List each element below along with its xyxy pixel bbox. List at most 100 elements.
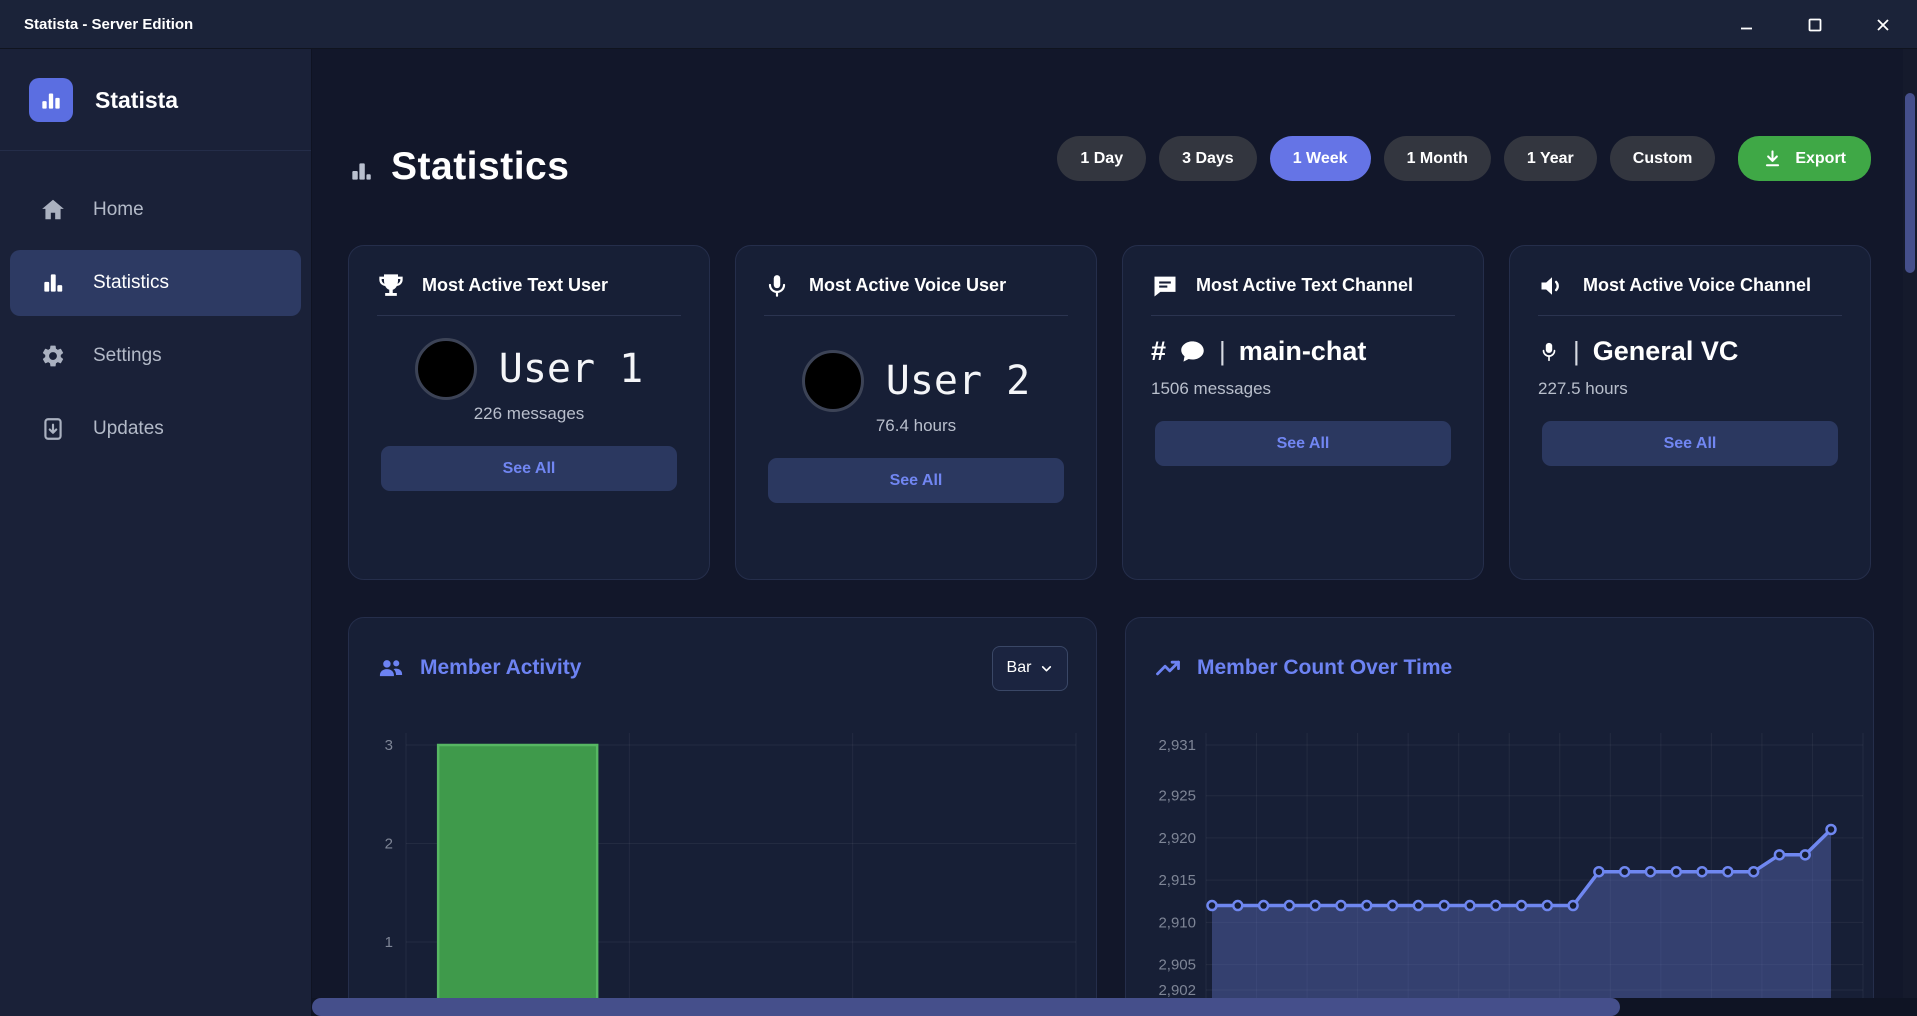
page-title-text: Statistics [391,145,570,188]
sidebar: Statista Home Statistics Settings Update [0,49,312,1016]
maximize-button[interactable] [1803,13,1827,37]
window-title: Statista - Server Edition [24,15,194,33]
svg-text:1: 1 [385,934,393,951]
member-count-line-chart: 2,931 2,925 2,920 2,915 2,910 2,905 2,902 [1158,733,1864,1016]
card-most-active-text-channel: Most Active Text Channel # | main-chat 1… [1122,245,1484,580]
filter-1-year[interactable]: 1 Year [1503,136,1597,181]
chevron-down-icon [1042,665,1052,671]
chart-title: Member Activity [420,656,582,679]
horizontal-scrollbar-thumb[interactable] [312,998,1620,1016]
card-divider [764,315,1068,316]
card-divider [377,315,681,316]
svg-text:2,905: 2,905 [1158,957,1196,974]
export-button[interactable]: Export [1738,136,1871,181]
hash-prefix: # [1151,336,1167,366]
see-all-button[interactable]: See All [1542,421,1838,466]
avatar [801,350,864,412]
bar-chart-icon [348,158,374,184]
separator: | [1573,336,1580,366]
svg-text:2,920: 2,920 [1158,830,1196,847]
vertical-scrollbar-thumb[interactable] [1905,93,1915,273]
user-row: User 2 [764,350,1068,412]
window-controls [1735,0,1895,49]
card-title: Most Active Voice Channel [1583,275,1812,296]
card-header: Most Active Voice Channel [1538,272,1842,300]
speech-balloon-icon [1179,338,1206,365]
channel-row: | General VC [1538,336,1842,367]
sidebar-item-label: Home [93,199,144,220]
download-icon [1766,150,1780,167]
filter-3-days[interactable]: 3 Days [1159,136,1257,181]
avatar [414,338,477,400]
sidebar-item-updates[interactable]: Updates [10,396,301,462]
titlebar: Statista - Server Edition [0,0,1917,49]
filter-custom[interactable]: Custom [1609,136,1716,181]
export-label: Export [1795,149,1846,167]
filter-1-week[interactable]: 1 Week [1269,136,1371,181]
microphone-icon [764,272,792,300]
card-most-active-voice-channel: Most Active Voice Channel | General VC 2… [1509,245,1871,580]
card-title: Most Active Text User [422,275,609,296]
card-header: Most Active Text Channel [1151,272,1455,300]
card-stat: 227.5 hours [1538,379,1628,398]
sidebar-item-settings[interactable]: Settings [10,323,301,389]
filter-1-month[interactable]: 1 Month [1383,136,1491,181]
home-icon [40,197,66,223]
svg-text:2,915: 2,915 [1158,872,1196,889]
svg-text:2,925: 2,925 [1158,788,1196,805]
channel-name: General VC [1592,336,1739,366]
speaker-icon [1538,272,1566,300]
sidebar-nav: Home Statistics Settings Updates [0,151,311,462]
minimize-icon [1741,27,1752,29]
card-title: Most Active Voice User [809,275,1007,296]
svg-text:2,902: 2,902 [1158,982,1196,999]
time-filter-bar: 1 Day 3 Days 1 Week 1 Month 1 Year Custom Exp… [1057,136,1871,181]
card-divider [1151,315,1455,316]
sidebar-divider [0,150,311,151]
user-name: User 2 [885,358,1031,404]
minimize-button[interactable] [1735,13,1759,37]
user-row: User 1 [377,338,681,400]
page-title: Statistics [348,145,569,189]
filter-1-day[interactable]: 1 Day [1057,136,1147,181]
channel-name: main-chat [1238,336,1367,366]
member-activity-card: Member Activity Bar 3 2 1 [348,617,1097,1016]
studio-microphone-icon [1538,340,1560,364]
app-brand: Statista [0,49,311,150]
sidebar-item-label: Updates [93,418,164,439]
app-logo-icon [29,78,73,122]
chart-cards: Member Activity Bar 3 2 1 Member Count Ove… [348,617,1874,1016]
chart-type-select[interactable]: Bar [992,645,1068,691]
card-header: Most Active Voice User [764,272,1068,300]
card-stat: 226 messages [473,404,585,423]
member-activity-bar-chart: 3 2 1 [385,733,1077,1016]
card-stat: 76.4 hours [875,416,957,435]
update-icon [40,416,66,442]
stat-cards: Most Active Text User User 1 226 message… [348,245,1871,580]
see-all-button[interactable]: See All [1155,421,1451,466]
card-stat: 1506 messages [1151,379,1272,398]
close-icon [1877,18,1889,31]
user-name: User 1 [498,346,644,392]
svg-text:2: 2 [385,836,393,853]
users-icon [377,654,405,682]
card-header: Most Active Text User [377,272,681,300]
sidebar-item-label: Settings [93,345,162,366]
channel-row: # | main-chat [1151,336,1455,367]
card-title: Most Active Text Channel [1196,275,1414,296]
chart-header: Member Count Over Time [1154,644,1845,692]
trending-up-icon [1154,654,1182,682]
member-count-card: Member Count Over Time 2,931 2,925 2,920 2,… [1125,617,1874,1016]
horizontal-scrollbar[interactable] [312,998,1917,1016]
card-divider [1538,315,1842,316]
see-all-button[interactable]: See All [381,446,677,491]
see-all-button[interactable]: See All [768,458,1064,503]
sidebar-item-home[interactable]: Home [10,177,301,243]
svg-text:2,931: 2,931 [1158,737,1196,754]
close-button[interactable] [1871,13,1895,37]
time-filters: 1 Day 3 Days 1 Week 1 Month 1 Year Custom [1057,136,1716,181]
chart-type-value: Bar [1006,659,1032,676]
chart-title: Member Count Over Time [1197,656,1453,679]
sidebar-item-statistics[interactable]: Statistics [10,250,301,316]
vertical-scrollbar[interactable] [1903,49,1917,998]
